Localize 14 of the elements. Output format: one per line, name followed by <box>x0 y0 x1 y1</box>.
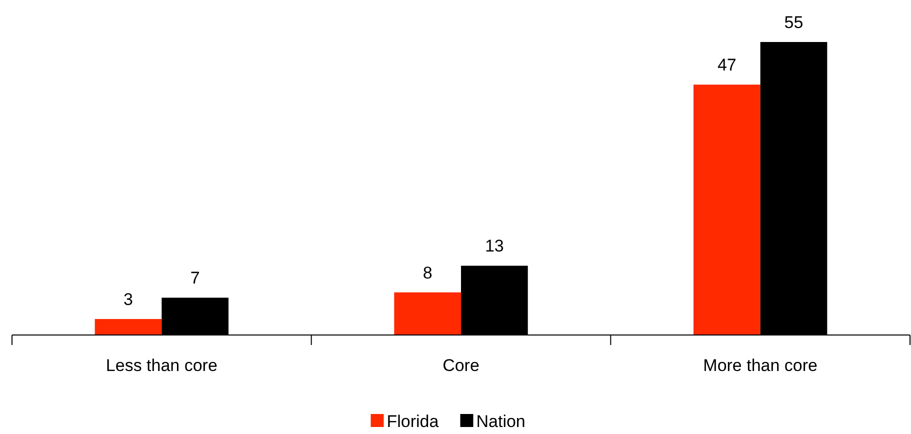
data-label: 55 <box>784 13 804 32</box>
data-label: 7 <box>190 268 200 288</box>
data-label: 13 <box>484 236 504 256</box>
legend-label: Nation <box>476 412 526 431</box>
data-label: 47 <box>717 56 736 75</box>
x-tick-label: More than core <box>703 356 818 375</box>
bar <box>94 319 162 335</box>
x-tick-label: Less than core <box>106 356 218 375</box>
data-label: 3 <box>124 290 133 310</box>
data-label: 8 <box>422 263 432 282</box>
bar <box>693 84 760 335</box>
legend-label: Florida <box>386 412 440 431</box>
x-tick-label: Core <box>442 356 480 375</box>
bar <box>394 292 461 335</box>
